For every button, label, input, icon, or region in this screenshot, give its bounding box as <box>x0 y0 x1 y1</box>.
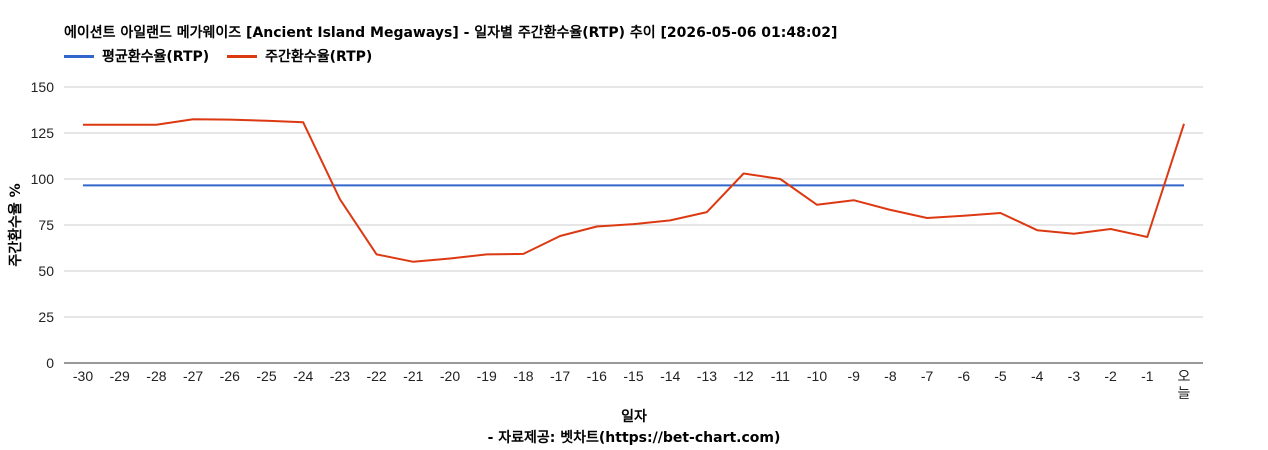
legend-swatch-avg <box>64 54 94 58</box>
series-lines <box>83 118 1185 263</box>
x-tick-label: -11 <box>771 368 790 384</box>
x-tick-label: -21 <box>403 368 423 384</box>
x-tick-label: -12 <box>733 368 753 384</box>
chart-title: 에이션트 아일랜드 메가웨이즈 [Ancient Island Megaways… <box>64 25 838 41</box>
x-tick-label: -30 <box>73 368 93 384</box>
y-tick-label: 125 <box>31 125 55 141</box>
x-tick-label: -27 <box>183 368 203 384</box>
y-tick-label: 75 <box>38 217 54 233</box>
y-tick-label: 0 <box>46 355 54 371</box>
y-tick-label: 50 <box>38 263 54 279</box>
x-tick-label: -9 <box>847 368 860 384</box>
x-tick-label: -2 <box>1104 368 1117 384</box>
x-tick-label: -17 <box>550 368 570 384</box>
x-tick-label: -26 <box>220 368 240 384</box>
legend: 평균환수율(RTP) 주간환수율(RTP) <box>64 46 390 66</box>
x-tick-label: -13 <box>697 368 717 384</box>
x-tick-label: -14 <box>660 368 680 384</box>
legend-item-weekly[interactable]: 주간환수율(RTP) <box>227 46 372 66</box>
y-axis-label: 주간환수율 % <box>7 183 24 266</box>
series-line-weekly-rtp[interactable] <box>83 118 1185 263</box>
x-tick-label: -4 <box>1031 368 1044 384</box>
x-tick-label: -7 <box>921 368 934 384</box>
x-tick-label: -10 <box>807 368 827 384</box>
x-tick-label: -16 <box>587 368 607 384</box>
x-axis-label: 일자 <box>621 409 647 425</box>
footer-source: - 자료제공: 벳차트(https://bet-chart.com) <box>488 429 781 446</box>
y-tick-label: 25 <box>38 309 54 325</box>
x-tick-label: -5 <box>994 368 1007 384</box>
y-tick-label: 150 <box>31 79 55 95</box>
x-tick-label: -20 <box>440 368 460 384</box>
y-tick-labels: 0 25 50 75 100 125 150 <box>31 79 55 371</box>
x-tick-label: -3 <box>1068 368 1081 384</box>
legend-label-weekly: 주간환수율(RTP) <box>265 49 373 65</box>
x-tick-label: -25 <box>256 368 276 384</box>
x-tick-label: -1 <box>1141 368 1154 384</box>
x-tick-label: -18 <box>513 368 533 384</box>
x-tick-label: -24 <box>293 368 313 384</box>
x-tick-label: -8 <box>884 368 897 384</box>
grid-lines <box>64 86 1203 364</box>
x-tick-label: -28 <box>146 368 166 384</box>
x-tick-label: -15 <box>623 368 643 384</box>
y-tick-label: 100 <box>31 171 55 187</box>
x-tick-labels: -30 -29 -28 -27 -26 -25 -24 -23 -22 -21 -20 -19 -18 -… <box>73 368 1191 401</box>
legend-label-avg: 평균환수율(RTP) <box>102 49 210 65</box>
legend-swatch-weekly <box>227 54 258 58</box>
x-tick-label: -6 <box>958 368 971 384</box>
x-tick-label: -22 <box>366 368 386 384</box>
legend-item-avg[interactable]: 평균환수율(RTP) <box>64 46 209 66</box>
x-tick-label: -29 <box>110 368 130 384</box>
x-tick-label: -23 <box>330 368 350 384</box>
x-tick-label: -19 <box>477 368 497 384</box>
